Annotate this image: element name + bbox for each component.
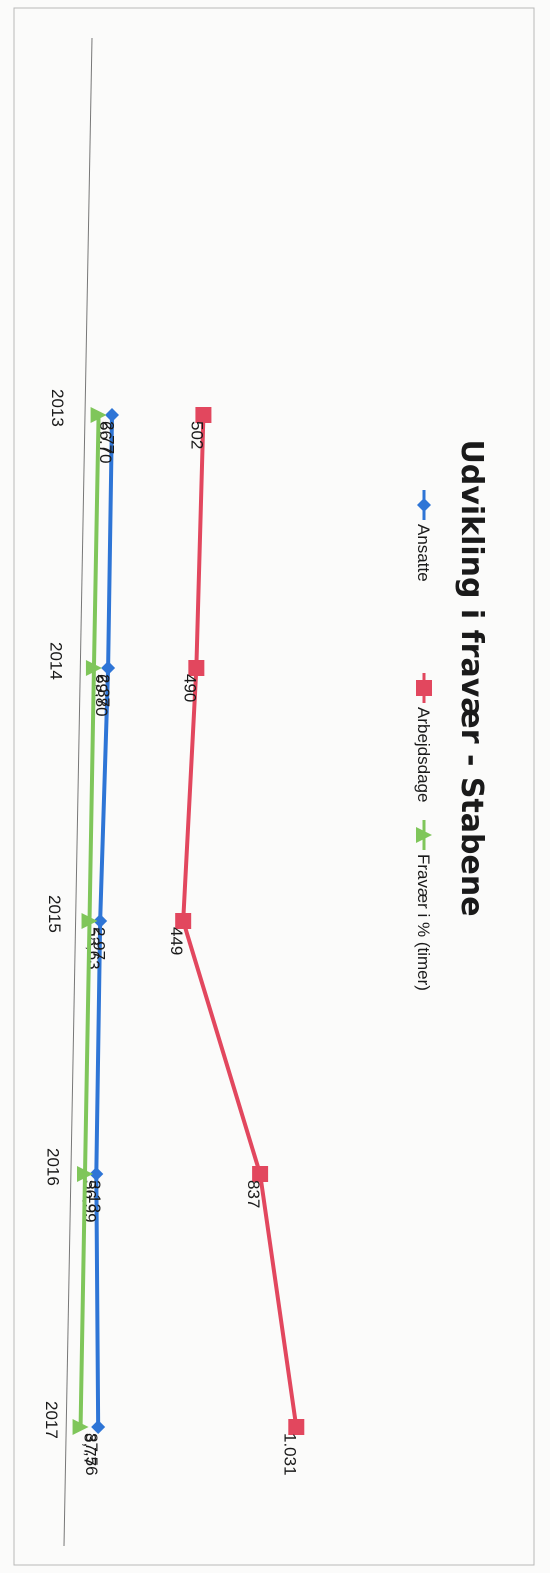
data-label-ansatte-2017: 87,56 [82, 1433, 101, 1476]
category-axis-line [63, 37, 93, 1547]
legend-swatch-marker-frav-r-i-timer [416, 827, 432, 843]
data-point-frav-r-i-timer-2017 [72, 1419, 89, 1435]
data-point-frav-r-i-timer-2015 [81, 913, 98, 929]
legend-item-frav-r-i-timer: Fravær i % (timer) [414, 820, 433, 991]
legend-label-arbejdsdage: Arbejdsdage [414, 707, 433, 802]
legend-label-ansatte: Ansatte [414, 524, 433, 582]
data-label-frav-r-i-timer-2015: 2,97 [90, 927, 109, 960]
data-point-ansatte-2013 [105, 408, 120, 422]
category-label-2014: 2014 [47, 642, 66, 680]
legend-item-arbejdsdage: Arbejdsdage [414, 673, 433, 802]
data-point-arbejdsdage-2015 [175, 913, 192, 929]
series-layer: 66,7069,8053,6356,9987,565024904498371.0… [72, 407, 305, 1476]
data-point-arbejdsdage-2014 [188, 660, 205, 676]
legend-swatch-marker-ansatte [417, 498, 431, 512]
data-label-arbejdsdage-2014: 490 [180, 674, 199, 702]
data-label-arbejdsdage-2015: 449 [167, 927, 186, 955]
legend-swatch-marker-arbejdsdage [416, 680, 432, 696]
legend: Ansatte Arbejdsdage Fravær i % (timer) [414, 490, 433, 991]
data-point-ansatte-2017 [91, 1420, 106, 1434]
data-label-arbejdsdage-2013: 502 [187, 421, 206, 449]
data-label-frav-r-i-timer-2013: 2,77 [99, 421, 118, 454]
category-label-2013: 2013 [48, 389, 67, 427]
data-point-arbejdsdage-2013 [195, 407, 212, 423]
data-point-frav-r-i-timer-2014 [85, 660, 102, 676]
category-ticks: 2013 2014 2015 2016 2017 [42, 389, 67, 1439]
legend-label-frav-r-i-timer: Fravær i % (timer) [414, 854, 433, 991]
data-label-frav-r-i-timer-2017: 3,77 [81, 1433, 100, 1466]
data-point-ansatte-2015 [93, 914, 108, 928]
category-label-2017: 2017 [42, 1401, 61, 1439]
data-point-ansatte-2014 [101, 661, 116, 675]
data-label-frav-r-i-timer-2016: 3,13 [85, 1180, 104, 1213]
category-label-2015: 2015 [45, 895, 64, 933]
data-point-arbejdsdage-2017 [288, 1419, 305, 1435]
data-label-ansatte-2013: 66,70 [96, 421, 115, 464]
data-point-frav-r-i-timer-2016 [76, 1166, 93, 1182]
chart-title: Udvikling i fravær - Stabene [454, 439, 489, 916]
legend-item-ansatte: Ansatte [414, 490, 433, 582]
data-label-arbejdsdage-2017: 1.031 [280, 1433, 299, 1476]
data-label-frav-r-i-timer-2014: 2,37 [94, 674, 113, 707]
data-point-frav-r-i-timer-2013 [90, 407, 107, 423]
data-label-arbejdsdage-2016: 837 [244, 1180, 263, 1208]
series-frav-r-i-timer: 2,77 2,37 2,97 3,13 3,77 [72, 407, 118, 1466]
category-label-2016: 2016 [44, 1148, 63, 1186]
data-point-arbejdsdage-2016 [252, 1166, 269, 1182]
series-arbejdsdage: 502 490 449 837 1.031 [167, 407, 305, 1476]
chart-frame [13, 7, 535, 1566]
series-line-arbejdsdage [181, 414, 299, 1428]
data-point-ansatte-2016 [89, 1167, 104, 1181]
data-label-ansatte-2014: 69,80 [92, 674, 111, 717]
